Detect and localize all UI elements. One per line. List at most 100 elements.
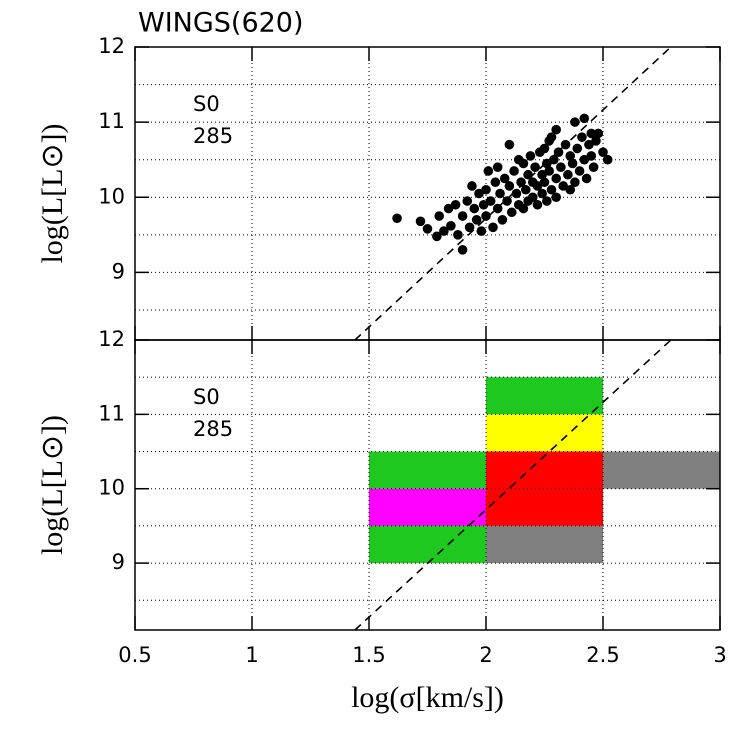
point <box>577 132 587 142</box>
point <box>537 188 547 199</box>
point <box>474 188 484 199</box>
point <box>499 173 510 184</box>
point <box>546 184 557 195</box>
point <box>509 166 519 176</box>
point <box>434 211 445 221</box>
point <box>539 177 550 188</box>
tile <box>486 414 603 452</box>
y-tick-label: 12 <box>98 327 125 351</box>
point <box>504 181 515 191</box>
point <box>572 143 583 154</box>
point <box>570 117 580 127</box>
point <box>443 203 454 214</box>
annotation: 285 <box>193 124 233 148</box>
frame <box>134 339 721 631</box>
point <box>495 188 505 199</box>
point <box>563 169 573 180</box>
tile <box>369 488 486 526</box>
point <box>462 196 473 206</box>
x-tick-label: 2 <box>479 643 492 667</box>
point <box>581 173 592 184</box>
point <box>588 162 599 173</box>
point <box>574 166 585 176</box>
point <box>530 162 540 173</box>
tile <box>486 377 603 415</box>
frame <box>134 46 721 341</box>
point <box>542 158 552 169</box>
point <box>593 128 604 139</box>
point <box>485 196 496 206</box>
y-tick-label: 10 <box>98 476 125 500</box>
y-tick-label: 9 <box>112 259 125 283</box>
x-axis-title: log(σ[km/s]) <box>351 681 504 714</box>
point <box>481 184 491 195</box>
point <box>476 226 487 236</box>
point <box>453 230 463 240</box>
fit-line <box>354 339 672 631</box>
point <box>551 124 561 135</box>
point <box>464 222 475 233</box>
point <box>551 192 561 203</box>
x-tick-label: 1 <box>245 643 258 667</box>
point <box>497 214 508 225</box>
point <box>570 177 580 188</box>
point <box>432 231 442 242</box>
point <box>532 181 543 191</box>
point <box>544 136 554 146</box>
fit-line <box>354 46 672 341</box>
point <box>565 151 576 161</box>
point <box>483 166 494 176</box>
point <box>415 216 426 227</box>
y-tick-label: 9 <box>112 550 125 574</box>
point <box>584 139 594 150</box>
point <box>586 128 597 139</box>
point <box>502 196 512 206</box>
tile <box>603 451 720 489</box>
chart-title: WINGS(620) <box>138 8 304 39</box>
point <box>579 154 590 165</box>
point <box>457 211 468 221</box>
point <box>544 166 554 176</box>
point <box>579 113 590 124</box>
point <box>467 181 477 191</box>
x-tick-label: 1.5 <box>352 643 385 667</box>
annotation: S0 <box>193 385 220 409</box>
point <box>506 207 517 218</box>
point <box>518 158 529 169</box>
point <box>392 213 402 224</box>
point <box>542 196 552 206</box>
y-axis-title: log(L[L⊙]) <box>36 415 69 555</box>
point <box>525 151 536 161</box>
point <box>457 245 468 255</box>
point <box>518 203 529 214</box>
point <box>504 139 515 150</box>
point <box>490 177 501 188</box>
point <box>537 169 547 180</box>
point <box>492 162 503 173</box>
point <box>551 173 561 184</box>
x-tick-label: 3 <box>713 643 726 667</box>
point <box>528 192 538 203</box>
point <box>450 199 461 210</box>
y-tick-label: 11 <box>98 401 125 425</box>
tile <box>369 451 486 489</box>
y-axis-title: log(L[L⊙]) <box>36 123 69 263</box>
point <box>511 188 522 199</box>
point <box>532 199 543 210</box>
point <box>471 214 482 225</box>
point <box>591 136 601 146</box>
point <box>539 143 550 154</box>
point <box>520 184 531 195</box>
point <box>558 181 569 191</box>
point <box>556 162 566 173</box>
point <box>565 184 576 195</box>
point <box>567 158 578 169</box>
y-tick-label: 12 <box>98 34 125 58</box>
annotation: S0 <box>193 92 220 116</box>
tile <box>369 525 486 564</box>
y-tick-label: 11 <box>98 109 125 133</box>
point <box>488 222 498 233</box>
point <box>422 224 433 234</box>
x-tick-label: 2.5 <box>586 643 619 667</box>
